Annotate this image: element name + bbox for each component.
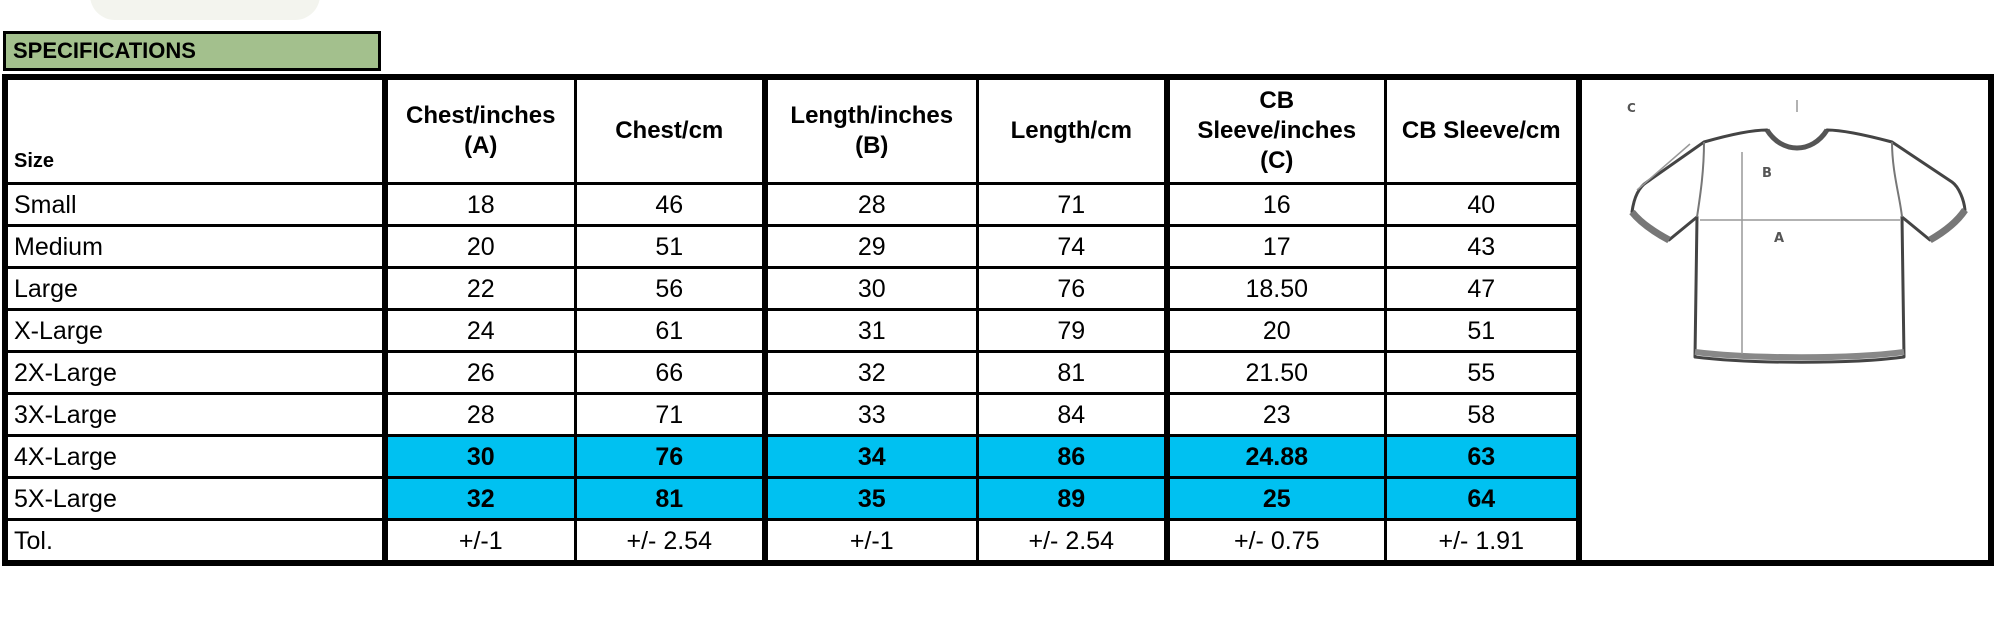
chest-cm-cell: 56 [573,266,768,311]
size-cell: Large [3,266,388,311]
table-row: Small 18 46 28 71 16 40 [3,182,1991,227]
table-row-highlighted: 5X-Large 32 81 35 89 25 64 [3,476,1991,521]
diagram-label-c: C [1627,101,1636,115]
diagram-label-a: A [1774,231,1784,246]
chest-cm-cell: 46 [573,182,768,227]
cb-sleeve-inches-cell: 25 [1165,476,1387,521]
size-cell: 5X-Large [3,476,388,521]
cb-sleeve-cm-cell: +/- 1.91 [1383,518,1581,565]
chest-cm-cell: +/- 2.54 [573,518,768,565]
cb-sleeve-cm-cell: 63 [1383,434,1581,479]
chest-inches-cell: 24 [383,308,577,353]
chest-cm-cell: 61 [573,308,768,353]
length-inches-cell: 35 [763,476,979,521]
chest-inches-cell: 22 [383,266,577,311]
header-chest-inches: Chest/inches (A) [383,75,577,185]
chest-inches-cell: +/-1 [383,518,577,565]
cb-sleeve-inches-cell: 24.88 [1165,434,1387,479]
table-row-highlighted: 4X-Large 30 76 34 86 24.88 63 [3,434,1991,479]
cb-sleeve-cm-cell: 64 [1383,476,1581,521]
chest-cm-cell: 71 [573,392,768,437]
length-inches-cell: +/-1 [763,518,979,565]
header-cb-sleeve-cm: CB Sleeve/cm [1383,75,1581,185]
header-cb-sleeve-inches: CB Sleeve/inches (C) [1165,75,1387,185]
diagram-label-b: B [1762,166,1772,181]
section-title: SPECIFICATIONS [3,31,381,71]
cb-sleeve-cm-cell: 43 [1383,224,1581,269]
diagram-cell: B A C [1576,75,1993,565]
length-cm-cell: 71 [975,182,1170,227]
tolerance-row: Tol. +/-1 +/- 2.54 +/-1 +/- 2.54 +/- 0.7… [3,518,1991,565]
header-length-cm: Length/cm [975,75,1170,185]
size-cell: X-Large [3,308,388,353]
chest-inches-cell: 20 [383,224,577,269]
chest-inches-cell: 30 [383,434,577,479]
length-cm-cell: 81 [975,350,1170,395]
size-cell: Small [3,182,388,227]
size-cell: 3X-Large [3,392,388,437]
length-inches-cell: 31 [763,308,979,353]
cb-sleeve-inches-cell: 23 [1165,392,1387,437]
header-chest-cm: Chest/cm [573,75,768,185]
header-length-inches: Length/inches (B) [763,75,979,185]
table-row: 3X-Large 28 71 33 84 23 58 [3,392,1991,437]
cb-sleeve-inches-cell: 18.50 [1165,266,1387,311]
chest-inches-cell: 32 [383,476,577,521]
t-shirt-diagram: B A C [1592,92,1972,382]
length-inches-cell: 33 [763,392,979,437]
chest-inches-cell: 18 [383,182,577,227]
table-row: X-Large 24 61 31 79 20 51 [3,308,1991,353]
cb-sleeve-cm-cell: 40 [1383,182,1581,227]
length-inches-cell: 30 [763,266,979,311]
chest-cm-cell: 51 [573,224,768,269]
size-cell: Medium [3,224,388,269]
header-size: Size [3,75,388,185]
cb-sleeve-inches-cell: 16 [1165,182,1387,227]
table-row: Medium 20 51 29 74 17 43 [3,224,1991,269]
background-shape [90,0,320,20]
cb-sleeve-inches-cell: +/- 0.75 [1165,518,1387,565]
spec-table: Size Chest/inches (A) Chest/cm Length/inc… [2,74,1994,566]
length-cm-cell: +/- 2.54 [975,518,1170,565]
table-row: Large 22 56 30 76 18.50 47 [3,266,1991,311]
length-cm-cell: 76 [975,266,1170,311]
length-inches-cell: 29 [763,224,979,269]
length-inches-cell: 32 [763,350,979,395]
chest-inches-cell: 28 [383,392,577,437]
size-cell: Tol. [3,518,388,565]
length-cm-cell: 79 [975,308,1170,353]
length-cm-cell: 74 [975,224,1170,269]
chest-inches-cell: 26 [383,350,577,395]
chest-cm-cell: 66 [573,350,768,395]
length-inches-cell: 28 [763,182,979,227]
chest-cm-cell: 76 [573,434,768,479]
length-cm-cell: 86 [975,434,1170,479]
chest-cm-cell: 81 [573,476,768,521]
table-row: 2X-Large 26 66 32 81 21.50 55 [3,350,1991,395]
size-cell: 4X-Large [3,434,388,479]
cb-sleeve-cm-cell: 55 [1383,350,1581,395]
header-row: Size Chest/inches (A) Chest/cm Length/inc… [3,75,1993,565]
cb-sleeve-inches-cell: 20 [1165,308,1387,353]
length-cm-cell: 84 [975,392,1170,437]
cb-sleeve-cm-cell: 47 [1383,266,1581,311]
size-cell: 2X-Large [3,350,388,395]
cb-sleeve-cm-cell: 51 [1383,308,1581,353]
length-inches-cell: 34 [763,434,979,479]
cb-sleeve-inches-cell: 21.50 [1165,350,1387,395]
cb-sleeve-cm-cell: 58 [1383,392,1581,437]
length-cm-cell: 89 [975,476,1170,521]
cb-sleeve-inches-cell: 17 [1165,224,1387,269]
